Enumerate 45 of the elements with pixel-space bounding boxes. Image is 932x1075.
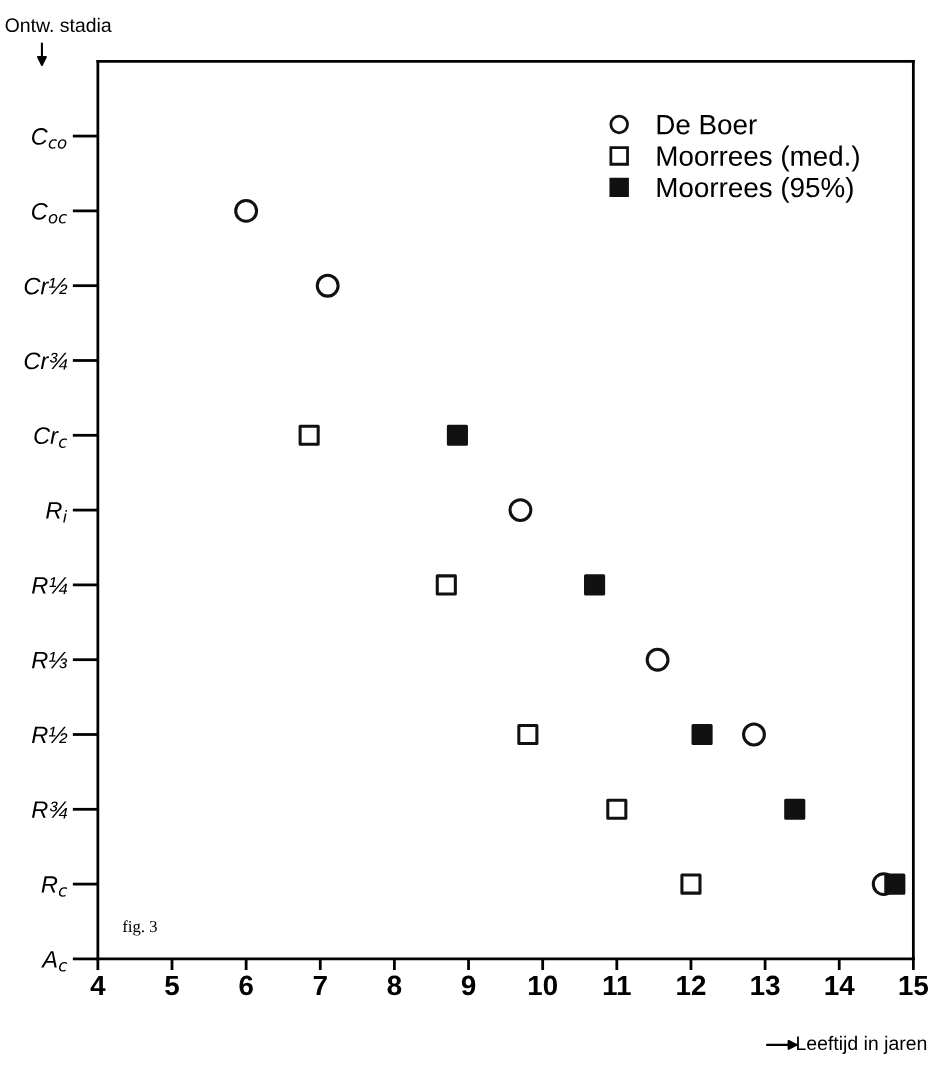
x-tick-label: 8 bbox=[387, 975, 402, 996]
x-axis-title: Leeftijd in jaren bbox=[797, 1035, 927, 1054]
y-tick-label: Cr$_{c}$ bbox=[34, 427, 68, 448]
point bbox=[645, 647, 670, 672]
y-tick-label: C$_{co}$ bbox=[32, 128, 67, 149]
point bbox=[446, 424, 468, 446]
annotation: fig. 3 bbox=[122, 920, 157, 936]
x-tick-label: 15 bbox=[899, 975, 929, 996]
y-tick-label: R¾ bbox=[31, 801, 68, 819]
y-tick-label: R$_{c}$ bbox=[41, 876, 67, 897]
point bbox=[435, 574, 457, 596]
point bbox=[315, 273, 340, 298]
x-tick-label: 12 bbox=[677, 975, 706, 995]
point bbox=[508, 498, 533, 523]
x-tick-label: 14 bbox=[825, 975, 855, 995]
x-tick-label: 10 bbox=[528, 975, 557, 996]
y-tick-label: Cr¾ bbox=[24, 352, 68, 370]
point bbox=[742, 722, 766, 747]
y-tick-label: R¼ bbox=[31, 577, 68, 594]
x-tick-label: 11 bbox=[603, 975, 631, 995]
legend-label: Moorrees (med.) bbox=[657, 145, 859, 172]
point bbox=[517, 723, 539, 746]
point bbox=[680, 873, 702, 895]
x-tick-label: 5 bbox=[165, 975, 179, 996]
y-tick-label: Cr½ bbox=[24, 277, 68, 295]
point bbox=[884, 873, 906, 895]
y-tick-label: R⅓ bbox=[31, 652, 68, 669]
legend-label: Moorrees (95%) bbox=[657, 176, 853, 203]
y-tick-label: R$_{i}$ bbox=[46, 502, 68, 523]
y-tick-label: A$_{c}$ bbox=[41, 951, 68, 972]
point bbox=[606, 798, 628, 820]
x-tick-label: 6 bbox=[239, 975, 253, 996]
x-tick-label: 7 bbox=[313, 975, 327, 995]
legend-label: De Boer bbox=[657, 115, 757, 135]
point bbox=[691, 723, 713, 746]
point bbox=[584, 574, 606, 596]
y-tick-label: C$_{oc}$ bbox=[32, 202, 67, 224]
x-tick-label: 13 bbox=[751, 975, 780, 996]
point bbox=[784, 798, 806, 820]
y-axis-title: Ontw. stadia bbox=[5, 17, 112, 33]
y-tick-label: R½ bbox=[31, 726, 68, 744]
point bbox=[234, 198, 259, 223]
x-tick-label: 4 bbox=[90, 975, 106, 995]
point bbox=[298, 424, 320, 446]
x-tick-label: 9 bbox=[461, 975, 476, 996]
